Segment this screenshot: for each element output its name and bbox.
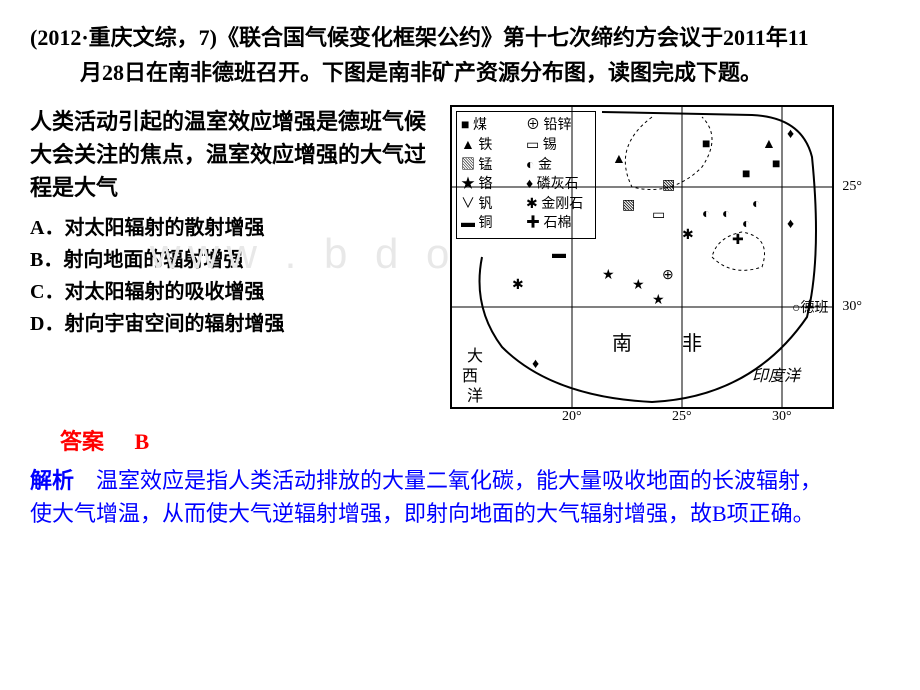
analysis-label: 解析 bbox=[30, 468, 74, 493]
answer-line: 答案 B bbox=[60, 424, 830, 456]
option-b: B．射向地面的辐射增强 bbox=[30, 244, 440, 276]
answer-label: 答案 bbox=[60, 429, 104, 454]
analysis-text: 温室效应是指人类活动排放的大量二氧化碳，能大量吸收地面的长波辐射，使大气增温，从… bbox=[30, 468, 822, 526]
left-column: 人类活动引起的温室效应增强是德班气候大会关注的焦点，温室效应增强的大气过程是大气… bbox=[30, 105, 450, 409]
phosphate-icon: ♦ bbox=[787, 127, 794, 143]
cr-icon: ★ bbox=[602, 267, 615, 284]
option-c: C．对太阳辐射的吸收增强 bbox=[30, 276, 440, 308]
gold-icon: ◐ bbox=[752, 197, 760, 213]
iron-icon: ▲ bbox=[762, 137, 776, 153]
analysis-block: 解析 温室效应是指人类活动排放的大量二氧化碳，能大量吸收地面的长波辐射，使大气增… bbox=[30, 464, 830, 530]
cr-icon: ★ bbox=[652, 292, 665, 309]
country-label: 非 bbox=[682, 327, 702, 356]
options-list: A．对太阳辐射的散射增强 B．射向地面的辐射增强 C．对太阳辐射的吸收增强 D．… bbox=[30, 212, 440, 340]
cu-icon: ▬ bbox=[552, 247, 566, 263]
right-column: ■ 煤⊕ 铅锌 ▲ 铁▭ 锡 ▧ 锰◐ 金 ★ 铬♦ 磷灰石 ∨ 钒✱ 金刚石 … bbox=[450, 105, 830, 409]
ocean-label: 洋 bbox=[467, 382, 483, 406]
longitude-label: 25° bbox=[672, 409, 692, 425]
coal-icon: ■ bbox=[702, 137, 710, 153]
latitude-label: 25° bbox=[842, 179, 862, 195]
answer-value: B bbox=[135, 429, 150, 454]
pbzn-icon: ⊕ bbox=[662, 267, 674, 284]
question-header: (2012·重庆文综，7)《联合国气候变化框架公约》第十七次缔约方会议于2011… bbox=[30, 20, 830, 90]
diamond-icon: ✱ bbox=[682, 227, 694, 244]
iron-icon: ▲ bbox=[612, 152, 626, 168]
latitude-label: 30° bbox=[842, 299, 862, 315]
diamond-icon: ✱ bbox=[512, 277, 524, 294]
main-area: 人类活动引起的温室效应增强是德班气候大会关注的焦点，温室效应增强的大气过程是大气… bbox=[30, 105, 830, 409]
gold-icon: ◐ bbox=[742, 217, 750, 233]
phosphate-icon: ♦ bbox=[532, 357, 539, 373]
longitude-label: 20° bbox=[562, 409, 582, 425]
sn-icon: ▭ bbox=[652, 207, 665, 224]
longitude-label: 30° bbox=[772, 409, 792, 425]
mn-icon: ▧ bbox=[662, 177, 675, 194]
ocean-label: 印度洋 bbox=[752, 362, 800, 386]
city-durban: ○德班 bbox=[792, 297, 828, 317]
gold-icon: ◐ bbox=[702, 207, 710, 223]
coal-icon: ■ bbox=[772, 157, 780, 173]
option-d: D．射向宇宙空间的辐射增强 bbox=[30, 308, 440, 340]
phosphate-icon: ♦ bbox=[787, 217, 794, 233]
cr-icon: ★ bbox=[632, 277, 645, 294]
asbestos-icon: ✚ bbox=[732, 232, 744, 249]
country-label: 南 bbox=[612, 327, 632, 356]
gold-icon: ◐ bbox=[722, 207, 730, 223]
question-stem: 人类活动引起的温室效应增强是德班气候大会关注的焦点，温室效应增强的大气过程是大气 bbox=[30, 105, 440, 204]
option-a: A．对太阳辐射的散射增强 bbox=[30, 212, 440, 244]
map-figure: ■ 煤⊕ 铅锌 ▲ 铁▭ 锡 ▧ 锰◐ 金 ★ 铬♦ 磷灰石 ∨ 钒✱ 金刚石 … bbox=[450, 105, 834, 409]
coal-icon: ■ bbox=[742, 167, 750, 183]
mn-icon: ▧ bbox=[622, 197, 635, 214]
